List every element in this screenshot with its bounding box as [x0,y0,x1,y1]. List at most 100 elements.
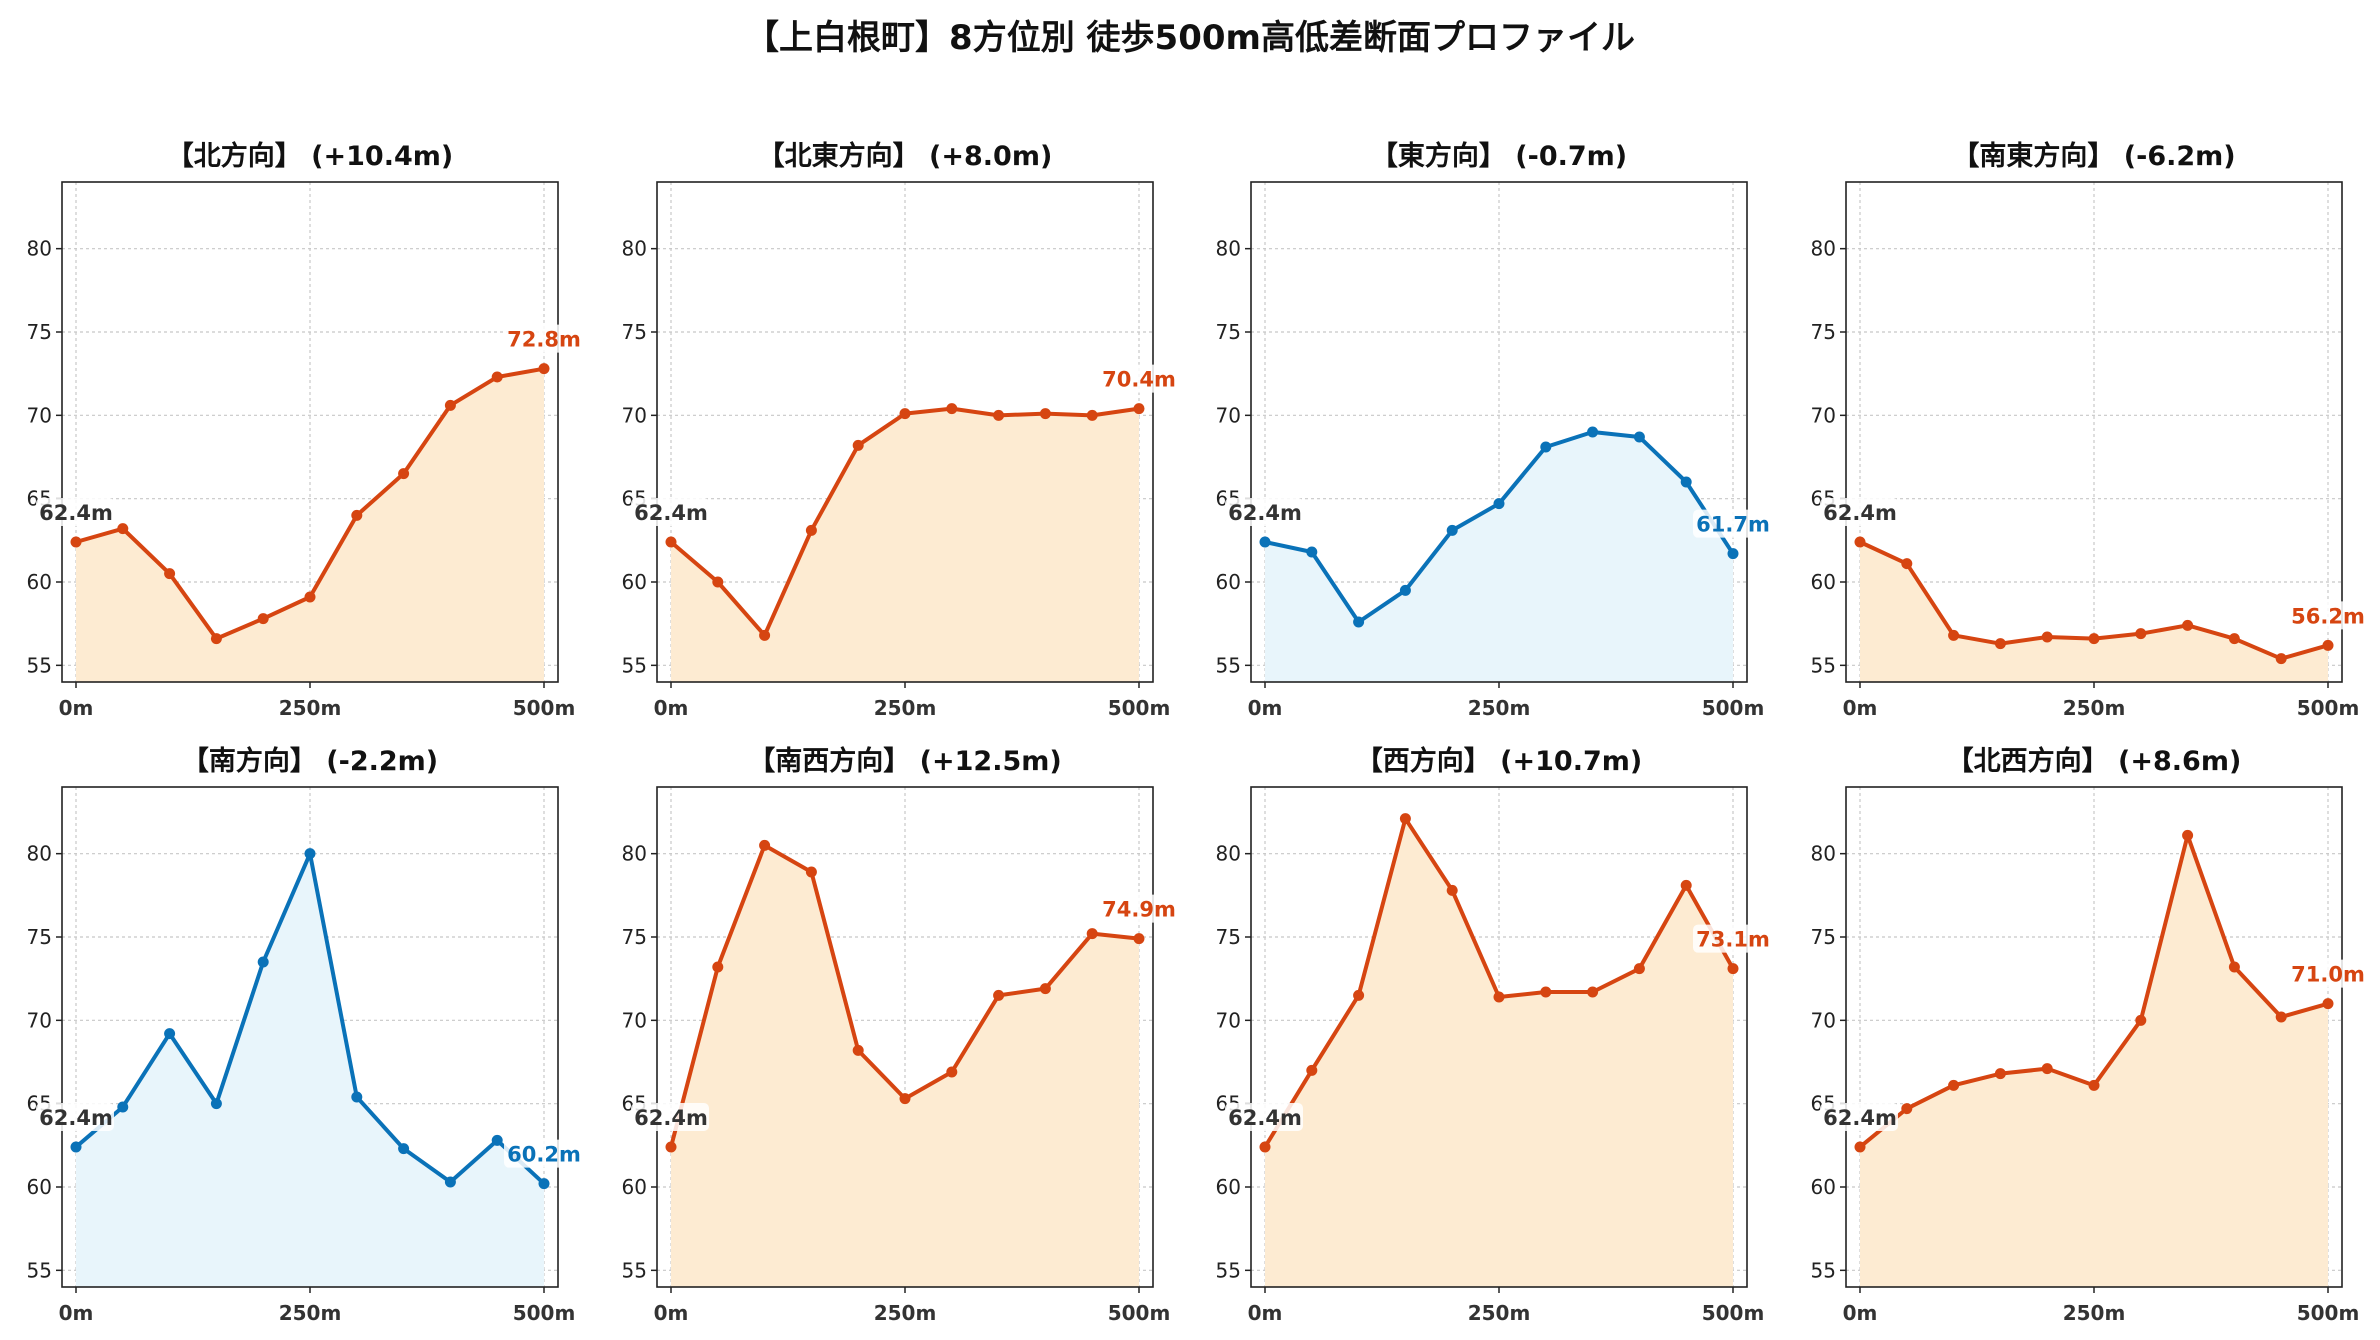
start-label-text: 62.4m [1823,501,1897,525]
start-label-bg [1820,1103,1898,1131]
x-tick-label: 0m [654,696,689,720]
y-tick-label: 75 [27,925,52,949]
data-point [1587,986,1599,998]
x-tick-label: 0m [59,696,94,720]
data-point [1633,431,1645,443]
x-tick-label: 250m [2063,1301,2126,1325]
x-tick-label: 0m [1248,1301,1283,1325]
y-tick-label: 55 [1216,653,1241,677]
data-point [2135,1014,2147,1026]
end-label-bg [1693,509,1771,538]
end-label-text: 71.0m [2291,963,2365,987]
data-point [2135,628,2147,640]
data-point [1039,408,1051,420]
start-label: 62.4m [1820,1103,1898,1131]
y-tick-label: 55 [1216,1258,1241,1282]
y-tick-label: 80 [1216,842,1241,866]
data-point [164,1028,176,1040]
data-point [491,371,503,383]
data-point [1994,638,2006,650]
data-point [993,409,1005,421]
axes-frame [61,786,559,1288]
x-tick-label: 500m [1702,696,1765,720]
y-tick-label: 75 [27,320,52,344]
panel-title: 【東方向】 (-0.7m) [1371,140,1627,172]
x-tick-label: 250m [874,696,937,720]
area-fill [76,853,544,1287]
y-tick-label: 70 [1811,1008,1836,1032]
x-tick-label: 500m [2297,1301,2360,1325]
start-label: 62.4m [631,1103,709,1131]
end-label-text: 56.2m [2291,604,2365,628]
y-tick-label: 80 [622,842,647,866]
end-label-bg [504,1139,582,1168]
data-point [1633,963,1645,975]
end-label-text: 74.9m [1102,898,1176,922]
data-point [759,839,771,851]
start-label-text: 62.4m [1228,1106,1302,1130]
data-point [852,439,864,451]
end-label: 61.7m [1693,509,1771,538]
data-point [2182,619,2194,631]
x-tick-label: 0m [654,1301,689,1325]
y-tick-label: 60 [27,570,52,594]
end-label: 74.9m [1099,894,1177,923]
axes-frame [1845,786,2343,1288]
y-tick-label: 75 [622,320,647,344]
data-point [1727,963,1739,975]
x-tick-label: 250m [2063,696,2126,720]
data-point [665,536,677,548]
end-label: 72.8m [504,324,582,353]
panel-title: 【南方向】 (-2.2m) [182,745,438,777]
end-label-bg [1693,924,1771,953]
data-point [351,509,363,521]
y-tick-label: 60 [1216,1175,1241,1199]
x-tick-label: 0m [1843,696,1878,720]
y-tick-label: 80 [622,237,647,261]
data-point [1901,1103,1913,1115]
data-point [538,1178,550,1190]
data-point [759,629,771,641]
axes-frame [1250,181,1748,683]
data-point [1854,1141,1866,1153]
start-label-bg [36,498,114,526]
data-point [2228,961,2240,973]
start-label-text: 62.4m [1823,1106,1897,1130]
y-tick-label: 70 [622,1008,647,1032]
chart-panel-2: 【東方向】 (-0.7m)5560657075800m250m500m62.4m… [1216,140,1771,720]
y-tick-label: 75 [1811,925,1836,949]
panel-title: 【南西方向】 (+12.5m) [748,745,1061,777]
chart-panel-7: 【北西方向】 (+8.6m)5560657075800m250m500m62.4… [1811,745,2366,1325]
axes-frame [656,786,1154,1288]
data-point [1306,1064,1318,1076]
start-label-text: 62.4m [634,1106,708,1130]
x-tick-label: 250m [279,1301,342,1325]
start-label-bg [631,1103,709,1131]
y-tick-label: 55 [622,1258,647,1282]
data-point [210,633,222,645]
data-point [210,1098,222,1110]
y-tick-label: 60 [1811,1175,1836,1199]
y-tick-label: 55 [27,653,52,677]
data-point [1133,403,1145,415]
data-point [1353,989,1365,1001]
data-point [1680,476,1692,488]
end-label: 73.1m [1693,924,1771,953]
start-label: 62.4m [1820,498,1898,526]
end-label-bg [1099,364,1177,393]
panel-title: 【北東方向】 (+8.0m) [758,140,1053,172]
x-tick-label: 0m [1843,1301,1878,1325]
data-point [1039,983,1051,995]
data-point [2088,633,2100,645]
data-point [70,1141,82,1153]
data-point [805,524,817,536]
y-tick-label: 60 [622,1175,647,1199]
data-point [1259,1141,1271,1153]
y-tick-label: 75 [1811,320,1836,344]
panel-title: 【西方向】 (+10.7m) [1356,745,1642,777]
data-point [946,1066,958,1078]
data-point [2041,1063,2053,1075]
data-point [304,848,316,860]
data-point [1540,986,1552,998]
